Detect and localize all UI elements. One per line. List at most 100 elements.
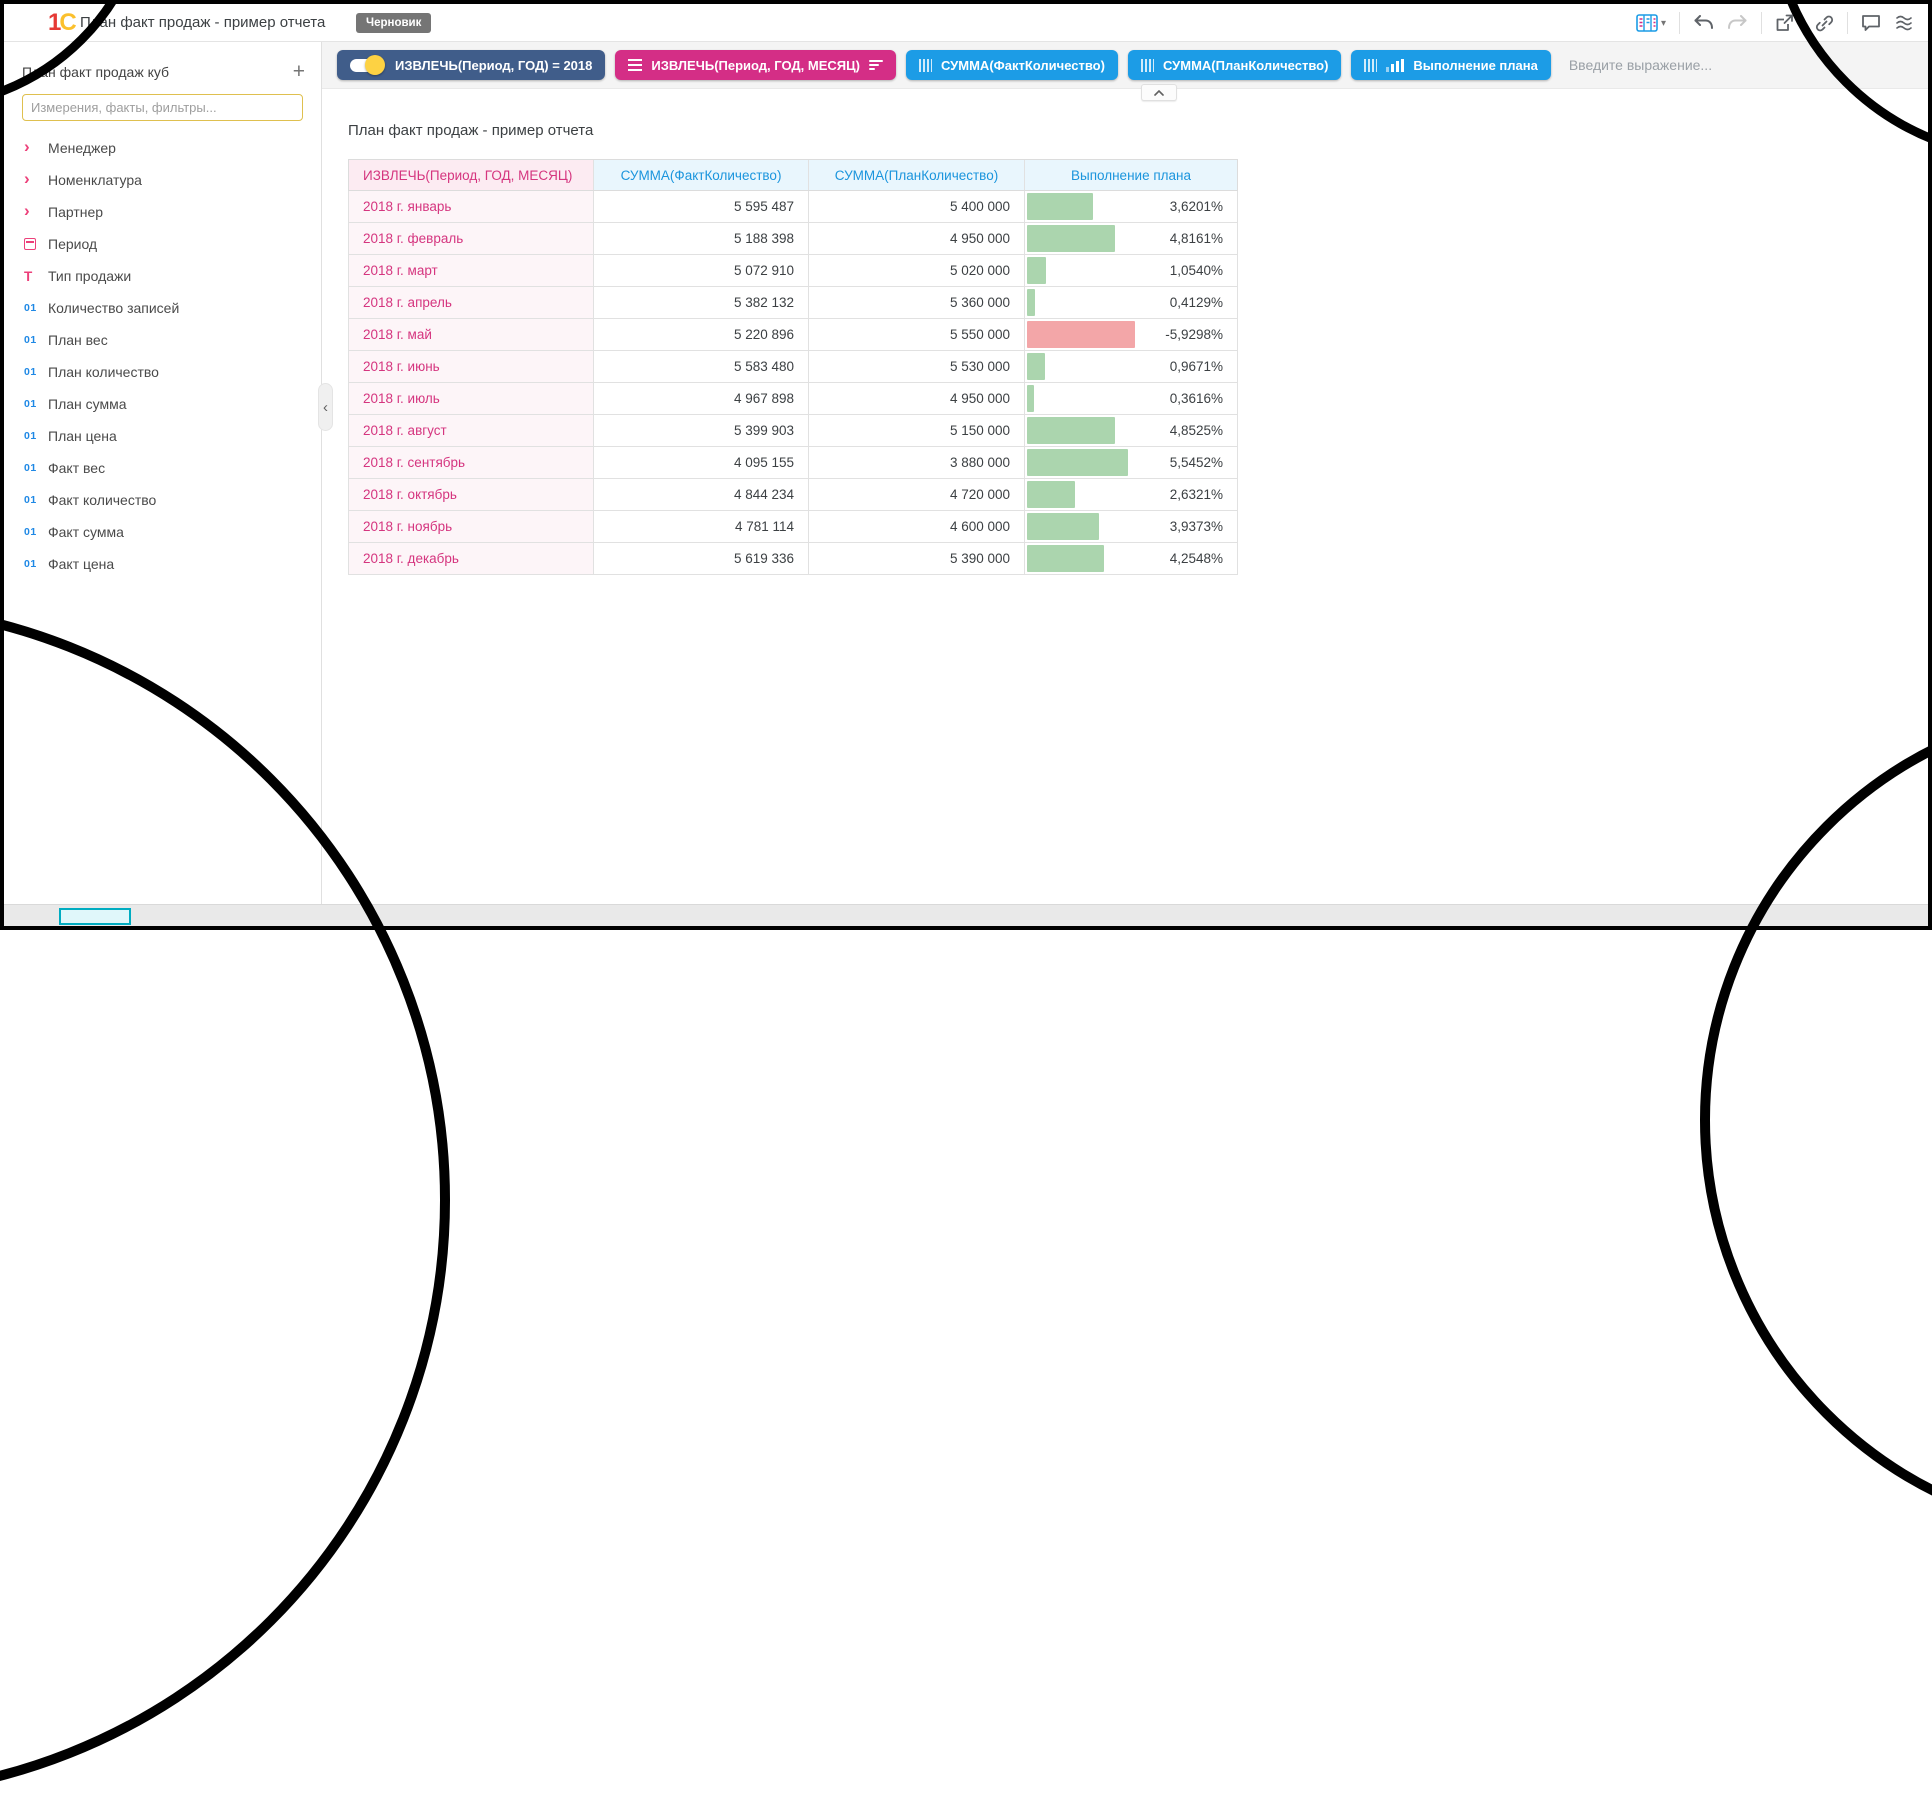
number-type-icon: 01: [24, 366, 37, 378]
add-button[interactable]: +: [292, 60, 305, 83]
menu-waves-button[interactable]: [1894, 14, 1914, 32]
cell-plan-execution: 4,8525%: [1025, 415, 1237, 446]
collapse-sidebar-button[interactable]: ‹: [318, 383, 333, 431]
sidebar-item[interactable]: 01 План вес: [4, 324, 321, 356]
table-row[interactable]: 2018 г. октябрь 4 844 234 4 720 000 2,6321%: [348, 479, 1238, 511]
execution-percent: 4,2548%: [1169, 551, 1223, 566]
sidebar-item-label: Факт вес: [48, 460, 106, 476]
table-row[interactable]: 2018 г. март 5 072 910 5 020 000 1,0540%: [348, 255, 1238, 287]
sidebar-item[interactable]: › Партнер: [4, 196, 321, 228]
column-header-month[interactable]: ИЗВЛЕЧЬ(Период, ГОД, МЕСЯЦ): [349, 160, 594, 190]
cell-fact-qty: 5 619 336: [594, 543, 809, 574]
cell-fact-qty: 5 382 132: [594, 287, 809, 318]
table-row[interactable]: 2018 г. август 5 399 903 5 150 000 4,8525%: [348, 415, 1238, 447]
table-row[interactable]: 2018 г. июль 4 967 898 4 950 000 0,3616%: [348, 383, 1238, 415]
table-row[interactable]: 2018 г. апрель 5 382 132 5 360 000 0,4129%: [348, 287, 1238, 319]
table-row[interactable]: 2018 г. январь 5 595 487 5 400 000 3,6201%: [348, 191, 1238, 223]
cell-plan-execution: 4,8161%: [1025, 223, 1237, 254]
cell-plan-qty: 4 950 000: [809, 383, 1025, 414]
chip-label: ИЗВЛЕЧЬ(Период, ГОД, МЕСЯЦ): [651, 57, 860, 73]
app-logo[interactable]: 1С: [48, 9, 77, 37]
sidebar-item-label: Факт цена: [48, 556, 115, 572]
sort-icon: [868, 60, 883, 70]
column-header-plan[interactable]: СУММА(ПланКоличество): [809, 160, 1025, 190]
toggle-on-icon[interactable]: [350, 55, 385, 75]
cell-fact-qty: 4 844 234: [594, 479, 809, 510]
link-button[interactable]: [1815, 14, 1834, 33]
cell-fact-qty: 5 072 910: [594, 255, 809, 286]
cube-title: План факт продаж куб: [22, 64, 170, 80]
cell-month: 2018 г. октябрь: [349, 479, 594, 510]
sidebar-item[interactable]: 01 План сумма: [4, 388, 321, 420]
table-row[interactable]: 2018 г. ноябрь 4 781 114 4 600 000 3,9373%: [348, 511, 1238, 543]
caret-down-icon: ▾: [1796, 17, 1802, 29]
sidebar-item[interactable]: 01 Факт количество: [4, 484, 321, 516]
report-table: ИЗВЛЕЧЬ(Период, ГОД, МЕСЯЦ) СУММА(ФактКо…: [348, 159, 1238, 575]
cell-plan-qty: 4 600 000: [809, 511, 1025, 542]
comment-button[interactable]: [1861, 14, 1881, 32]
sidebar-item[interactable]: 01 Количество записей: [4, 292, 321, 324]
sidebar-item[interactable]: 01 План цена: [4, 420, 321, 452]
sidebar-item[interactable]: › Менеджер: [4, 132, 321, 164]
sidebar-item[interactable]: Период: [4, 228, 321, 260]
undo-button[interactable]: [1693, 15, 1714, 31]
cell-plan-execution: 1,0540%: [1025, 255, 1237, 286]
table-row[interactable]: 2018 г. сентябрь 4 095 155 3 880 000 5,5452…: [348, 447, 1238, 479]
redo-button[interactable]: [1727, 15, 1748, 31]
cell-plan-qty: 4 950 000: [809, 223, 1025, 254]
export-button[interactable]: ▾: [1775, 14, 1802, 33]
logo-c: С: [59, 9, 76, 36]
execution-percent: 5,5452%: [1169, 455, 1223, 470]
chip-measure-fact[interactable]: СУММА(ФактКоличество): [905, 50, 1118, 80]
sidebar-item[interactable]: 01 Факт вес: [4, 452, 321, 484]
caret-down-icon: ▾: [1660, 17, 1666, 29]
view-table-button[interactable]: ▾: [1636, 14, 1666, 32]
column-header-execution[interactable]: Выполнение плана: [1025, 160, 1237, 190]
sidebar-item[interactable]: 01 План количество: [4, 356, 321, 388]
collapse-toolbar-button[interactable]: [1141, 84, 1177, 101]
grip-icon: [1364, 58, 1378, 72]
chip-measure-plan[interactable]: СУММА(ПланКоличество): [1127, 50, 1342, 80]
execution-bar: [1027, 513, 1099, 540]
table-row[interactable]: 2018 г. май 5 220 896 5 550 000 -5,9298%: [348, 319, 1238, 351]
table-row[interactable]: 2018 г. февраль 5 188 398 4 950 000 4,8161%: [348, 223, 1238, 255]
sidebar-item-label: Партнер: [48, 204, 104, 220]
status-badge: Черновик: [356, 13, 432, 33]
chip-filter-year[interactable]: ИЗВЛЕЧЬ(Период, ГОД) = 2018: [337, 50, 606, 80]
table-row[interactable]: 2018 г. декабрь 5 619 336 5 390 000 4,2548%: [348, 543, 1238, 575]
report-title: План факт продаж - пример отчета: [348, 122, 594, 139]
cell-plan-execution: 3,6201%: [1025, 191, 1237, 222]
document-title: План факт продаж - пример отчета: [80, 14, 326, 31]
search-input[interactable]: [22, 94, 303, 121]
sidebar-item[interactable]: › Номенклатура: [4, 164, 321, 196]
cell-plan-execution: 4,2548%: [1025, 543, 1237, 574]
cell-plan-execution: 0,4129%: [1025, 287, 1237, 318]
table-row[interactable]: 2018 г. июнь 5 583 480 5 530 000 0,9671%: [348, 351, 1238, 383]
sheet-tab[interactable]: [59, 908, 131, 925]
cell-fact-qty: 4 781 114: [594, 511, 809, 542]
cell-plan-qty: 4 720 000: [809, 479, 1025, 510]
cube-sidebar: План факт продаж куб + › Менеджер › Номенкл…: [4, 42, 322, 904]
execution-percent: 3,9373%: [1169, 519, 1223, 534]
cell-month: 2018 г. сентябрь: [349, 447, 594, 478]
expression-input[interactable]: Введите выражение...: [1568, 57, 1713, 73]
chip-label: СУММА(ФактКоличество): [940, 57, 1105, 73]
execution-bar: [1027, 481, 1075, 508]
execution-percent: 4,8525%: [1169, 423, 1223, 438]
execution-percent: 1,0540%: [1169, 263, 1223, 278]
column-header-fact[interactable]: СУММА(ФактКоличество): [594, 160, 809, 190]
chip-dimension-month[interactable]: ИЗВЛЕЧЬ(Период, ГОД, МЕСЯЦ): [615, 50, 896, 80]
grip-icon: [918, 58, 932, 72]
chip-measure-execution[interactable]: Выполнение плана: [1351, 50, 1551, 80]
waves-icon: [1896, 15, 1912, 31]
execution-percent: -5,9298%: [1165, 327, 1223, 342]
cell-fact-qty: 5 399 903: [594, 415, 809, 446]
sidebar-item[interactable]: T Тип продажи: [4, 260, 321, 292]
sidebar-item-label: Менеджер: [48, 140, 116, 156]
cell-month: 2018 г. июнь: [349, 351, 594, 382]
execution-bar: [1027, 321, 1135, 348]
sidebar-item[interactable]: 01 Факт цена: [4, 548, 321, 580]
sidebar-item-label: Тип продажи: [48, 268, 132, 284]
cell-fact-qty: 5 595 487: [594, 191, 809, 222]
sidebar-item[interactable]: 01 Факт сумма: [4, 516, 321, 548]
